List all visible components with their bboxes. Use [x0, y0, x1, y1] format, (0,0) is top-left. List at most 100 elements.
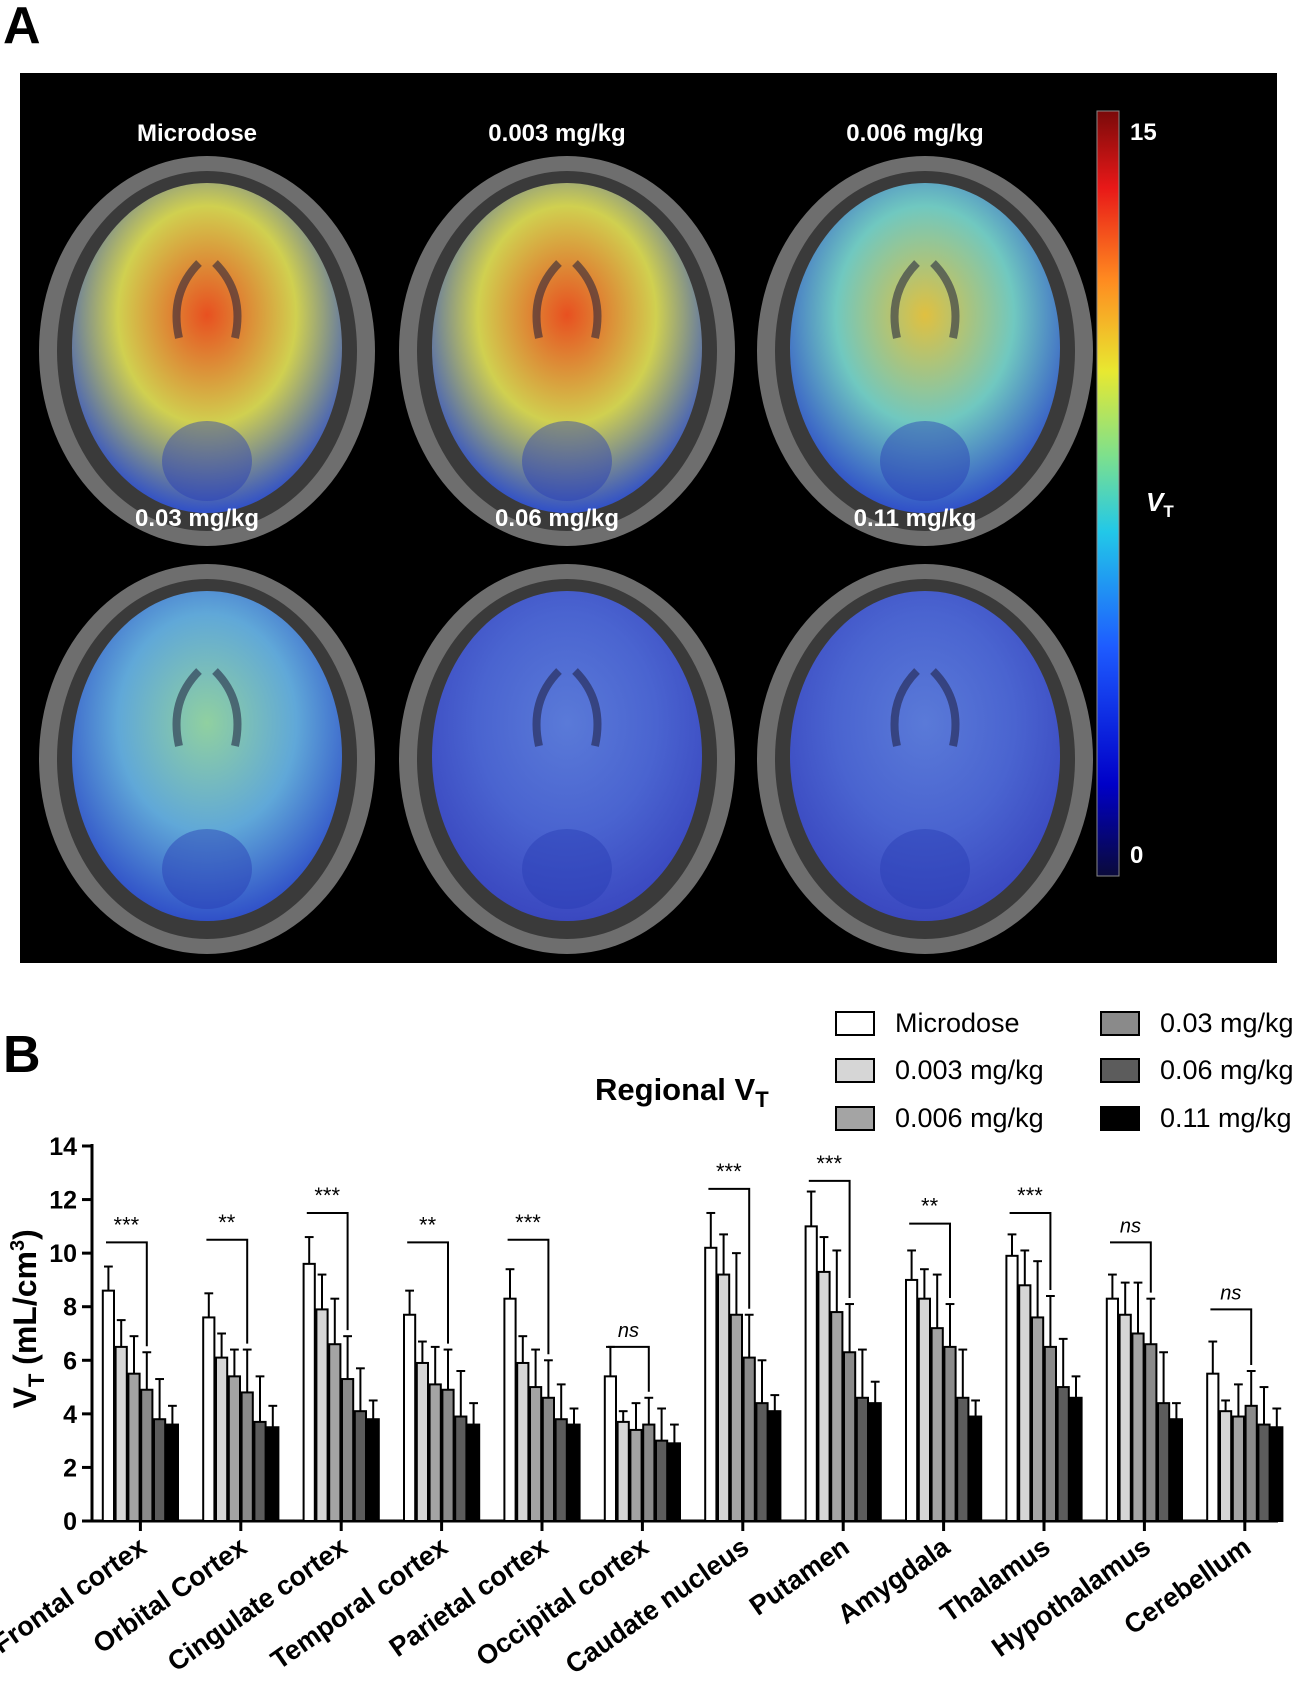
bar: [1231, 1415, 1246, 1523]
pet-scan-2: 0.003 mg/kg: [399, 120, 735, 546]
brain-uptake: [432, 183, 702, 513]
bar: [1244, 1404, 1258, 1522]
significance-bracket: [106, 1241, 148, 1347]
bar: [1043, 1345, 1058, 1522]
significance-bracket: [1210, 1308, 1253, 1365]
bar: [868, 1402, 882, 1522]
ventricle-left: [172, 668, 202, 747]
bar: [969, 1415, 983, 1523]
bar: [830, 1311, 844, 1522]
bar: [428, 1383, 442, 1522]
y-tick-label: 4: [63, 1401, 77, 1429]
legend-item: 0.003 mg/kg: [835, 1055, 1044, 1086]
bar: [1219, 1410, 1233, 1523]
bar: [768, 1410, 782, 1523]
significance-label: ns: [1220, 1282, 1241, 1304]
bar-group: **: [905, 1194, 983, 1523]
bar: [1257, 1423, 1271, 1522]
x-tick-label: Cingulate cortex: [162, 1531, 352, 1677]
ventricle-right: [572, 668, 602, 747]
scan-label: Microdose: [137, 120, 257, 147]
bar: [843, 1351, 857, 1522]
bar: [717, 1273, 731, 1522]
legend-item: 0.06 mg/kg: [1100, 1055, 1294, 1086]
scan-label: 0.003 mg/kg: [488, 120, 625, 147]
significance-bracket: [407, 1241, 449, 1344]
bar: [1018, 1284, 1032, 1523]
bar: [403, 1313, 417, 1522]
scan-label: 0.06 mg/kg: [495, 505, 619, 532]
occipital-region: [522, 829, 612, 909]
ventricle-right: [212, 668, 242, 747]
pet-scan-3: 0.006 mg/kg: [757, 120, 1093, 546]
occipital-region: [162, 829, 252, 909]
significance-label: **: [921, 1194, 939, 1219]
bar: [114, 1345, 128, 1522]
pet-scan-4: 0.03 mg/kg: [39, 505, 375, 954]
significance-bracket: [206, 1238, 249, 1344]
bar: [215, 1356, 229, 1523]
brain-uptake: [790, 591, 1060, 921]
colorbar-min-label: 0: [1130, 842, 1143, 869]
bar-group: ns: [1105, 1215, 1184, 1523]
bar: [541, 1396, 555, 1523]
ventricle-right: [930, 260, 960, 339]
bar: [253, 1420, 267, 1522]
bar: [729, 1313, 743, 1522]
bar: [629, 1428, 643, 1523]
bar: [567, 1423, 581, 1522]
bar-group: ***: [503, 1210, 581, 1523]
bar: [227, 1375, 242, 1523]
y-tick-label: 12: [49, 1187, 77, 1215]
ventricle-left: [532, 668, 562, 747]
pet-scans: Microdose 0.003 mg/kg 0.006 mg/kg 0.03 mg/k…: [39, 110, 1174, 954]
x-tick-label: Caudate nucleus: [560, 1531, 754, 1680]
bar: [341, 1378, 355, 1523]
colorbar: [1096, 110, 1120, 877]
ventricle-left: [890, 668, 920, 747]
legend-swatch: [835, 1011, 875, 1036]
significance-bracket: [608, 1345, 650, 1392]
bar: [603, 1375, 617, 1523]
y-tick-label: 14: [49, 1133, 77, 1161]
bar: [930, 1327, 944, 1522]
legend-swatch: [1100, 1058, 1140, 1083]
bar: [153, 1418, 167, 1522]
y-tick-label: 8: [63, 1294, 77, 1322]
bar-group: ***: [1005, 1183, 1083, 1523]
legend-item: 0.006 mg/kg: [835, 1103, 1044, 1134]
legend-label: 0.11 mg/kg: [1160, 1103, 1292, 1133]
bar-group: **: [202, 1210, 280, 1523]
panel-a-label: A: [3, 0, 41, 55]
bar: [755, 1402, 769, 1522]
bar: [905, 1278, 919, 1523]
pet-image-panel: Microdose 0.003 mg/kg 0.006 mg/kg 0.03 mg/k…: [20, 73, 1277, 963]
bar: [328, 1343, 342, 1522]
legend-label: 0.006 mg/kg: [895, 1103, 1044, 1133]
occipital-region: [162, 421, 252, 501]
bar-group: ***: [302, 1183, 380, 1523]
significance-bracket: [1009, 1211, 1052, 1290]
significance-label: ***: [515, 1210, 541, 1235]
ventricle-right: [572, 260, 602, 339]
significance-label: ***: [716, 1159, 742, 1184]
bar: [804, 1225, 818, 1523]
significance-bracket: [507, 1238, 550, 1355]
legend-item: 0.11 mg/kg: [1100, 1103, 1292, 1134]
occipital-region: [880, 829, 970, 909]
significance-label: ns: [1120, 1215, 1141, 1237]
ventricle-left: [172, 260, 202, 339]
bar-group: ***: [101, 1212, 180, 1523]
scan-label: 0.11 mg/kg: [854, 505, 977, 532]
legend-label: Microdose: [895, 1008, 1020, 1038]
significance-bracket: [708, 1187, 751, 1309]
y-tick-label: 2: [63, 1454, 77, 1482]
bar: [516, 1361, 530, 1522]
ventricle-right: [212, 260, 242, 339]
significance-label: ***: [816, 1151, 842, 1176]
bar: [315, 1308, 329, 1522]
bar: [1270, 1426, 1284, 1522]
bar: [353, 1410, 367, 1523]
chart-title: Regional VT: [595, 1072, 769, 1113]
